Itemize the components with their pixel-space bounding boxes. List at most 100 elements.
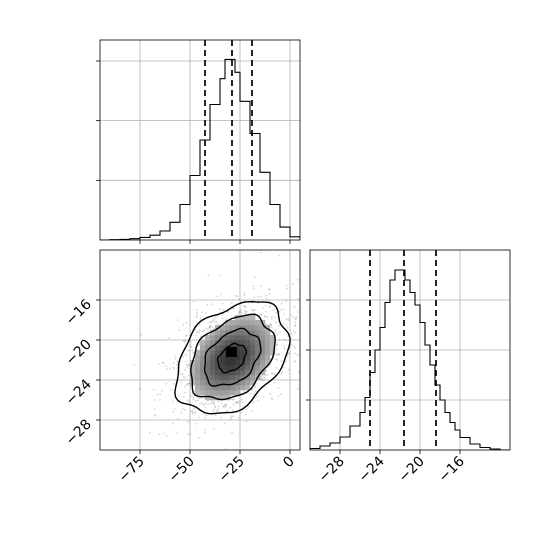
joint-sample [173, 382, 175, 385]
joint-sample [201, 311, 204, 314]
joint-sample [184, 335, 187, 337]
joint-sample [190, 410, 193, 413]
joint-sample [165, 365, 168, 367]
joint-sample [263, 315, 266, 317]
joint-sample [270, 326, 273, 328]
joint-sample [230, 302, 233, 305]
joint-sample [188, 363, 191, 365]
joint-sample [243, 294, 246, 297]
joint-density-cell [215, 325, 221, 331]
joint-sample [224, 404, 227, 407]
joint-sample [260, 378, 263, 380]
joint-sample [193, 411, 196, 413]
joint-density-cell [245, 345, 251, 351]
joint-density-cell [235, 360, 241, 366]
joint-sample [195, 422, 198, 425]
joint-density-cell [220, 385, 226, 391]
joint-sample [241, 312, 243, 315]
joint-sample [351, 339, 353, 341]
joint-sample [172, 411, 175, 413]
joint-density-cell [250, 370, 256, 376]
joint-sample [176, 360, 179, 363]
joint-sample [271, 372, 273, 374]
joint-density-cell [255, 365, 261, 371]
joint-sample [214, 320, 216, 323]
joint-density-cell [225, 380, 231, 386]
joint-density-cell [235, 350, 241, 356]
joint-sample [293, 361, 296, 363]
joint-sample [304, 343, 306, 345]
joint-sample [198, 437, 201, 439]
joint-density-cell [260, 355, 266, 361]
joint-sample [201, 330, 204, 333]
joint-sample [224, 403, 227, 406]
joint-density-cell [230, 355, 236, 361]
joint-sample [232, 398, 234, 401]
joint-density-cell [215, 365, 221, 371]
joint-density-cell [225, 330, 231, 336]
joint-sample [192, 398, 195, 400]
joint-sample [180, 381, 182, 383]
joint-density-cell [245, 340, 251, 346]
joint-density-cell [240, 375, 246, 381]
joint-sample [214, 406, 217, 409]
joint-sample [192, 351, 195, 354]
joint-sample [294, 321, 297, 324]
joint-density-cell [255, 330, 261, 336]
joint-density-cell [250, 330, 256, 336]
joint-density-cell [220, 375, 226, 381]
joint-density-cell [200, 380, 206, 386]
joint-sample [277, 254, 280, 257]
joint-sample [198, 344, 201, 346]
joint-sample [241, 401, 244, 404]
joint-sample [174, 355, 176, 358]
joint-sample [202, 320, 205, 322]
joint-sample [274, 316, 277, 319]
joint-sample [192, 396, 195, 399]
joint-sample [277, 395, 280, 397]
joint-sample [260, 375, 263, 378]
joint-sample [257, 302, 260, 305]
joint-sample [189, 433, 192, 436]
joint-sample [237, 312, 240, 315]
joint-sample [204, 312, 207, 314]
joint-density-cell [200, 340, 206, 346]
joint-sample [215, 315, 217, 318]
joint-density-cell [225, 320, 231, 326]
joint-sample [225, 403, 228, 406]
joint-sample [200, 397, 203, 399]
joint-sample [231, 415, 233, 417]
joint-sample [275, 341, 278, 344]
joint-density-cell [265, 330, 271, 336]
joint-sample [187, 364, 189, 366]
joint-density-cell [270, 345, 276, 351]
joint-sample [193, 407, 196, 410]
joint-sample [240, 412, 243, 414]
joint-sample [269, 305, 271, 308]
joint-density-cell [255, 360, 261, 366]
joint-density-cell [205, 385, 211, 391]
joint-density-cell [210, 360, 216, 366]
joint-sample [227, 310, 230, 313]
joint-sample [273, 372, 276, 375]
joint-sample [303, 385, 305, 387]
joint-sample [159, 399, 161, 401]
joint-density-cell [195, 375, 201, 381]
joint-sample [275, 358, 277, 360]
joint-sample [230, 398, 233, 401]
joint-sample [267, 300, 270, 302]
joint-sample [294, 324, 297, 327]
joint-density-cell [220, 330, 226, 336]
joint-density-cell [215, 350, 221, 356]
joint-density-cell [230, 340, 236, 346]
joint-density-cell [235, 340, 241, 346]
joint-sample [196, 311, 198, 314]
joint-xtick-label-3: 0 [280, 454, 298, 472]
joint-peak-marker [226, 347, 237, 357]
joint-sample [185, 321, 188, 324]
joint-sample [203, 329, 205, 332]
joint-sample [268, 288, 271, 291]
joint-sample [220, 402, 223, 404]
joint-ytick-label-0: −16 [63, 296, 95, 328]
joint-sample [189, 345, 192, 348]
